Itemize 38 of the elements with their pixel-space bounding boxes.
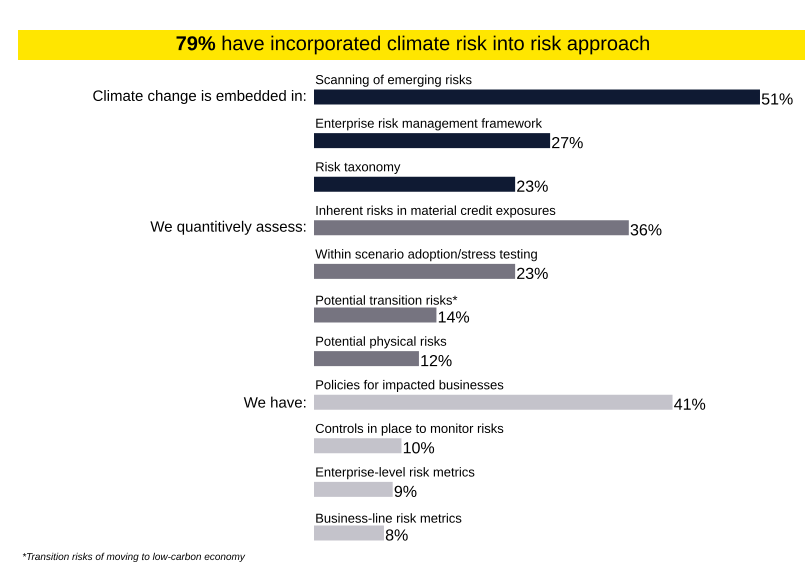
bar [314, 133, 550, 148]
bar [314, 264, 516, 279]
bar [314, 525, 384, 540]
data-label: 36% [630, 224, 662, 236]
data-label: 23% [517, 180, 548, 192]
data-label: 9% [394, 486, 416, 498]
y-tick-label: Risk taxonomy [316, 162, 400, 174]
data-label: 14% [438, 311, 470, 323]
bar [314, 394, 673, 410]
y-tick-label: Potential transition risks* [316, 295, 458, 305]
bar [314, 220, 629, 236]
bar [314, 351, 419, 366]
text: Climate change is embedded in: [93, 90, 306, 104]
data-label: 27% [552, 136, 583, 148]
data-label: 12% [421, 354, 452, 366]
text: We have: [244, 396, 306, 408]
y-tick-label: Within scenario adoption/stress testing [315, 249, 537, 262]
bar [314, 482, 393, 497]
y-tick-label: Controls in place to monitor risks [316, 423, 504, 436]
chart-title: 79% have incorporated climate risk into risk approach [176, 36, 649, 54]
text: *Transition risks of moving to low-carbon economy [22, 552, 246, 562]
y-tick-label: Enterprise-level risk metrics [316, 467, 474, 480]
data-label: 10% [404, 442, 434, 454]
y-tick-label: Scanning of emerging risks [316, 74, 472, 87]
data-label: 23% [517, 268, 548, 280]
y-tick-label: Policies for impacted businesses [316, 380, 504, 392]
bar [314, 438, 402, 454]
y-tick-label: Enterprise risk management framework [316, 118, 542, 130]
y-tick-label: Business-line risk metrics [316, 513, 462, 523]
y-tick-label: Inherent risks in material credit exposures [316, 205, 556, 218]
bar [314, 307, 436, 322]
bar [314, 176, 516, 192]
data-label: 41% [674, 398, 706, 410]
data-label: 51% [762, 93, 793, 105]
bar [314, 89, 760, 104]
text: We quantitively assess: [150, 220, 306, 235]
data-label: 8% [386, 529, 408, 541]
y-tick-label: Potential physical risks [316, 336, 446, 348]
